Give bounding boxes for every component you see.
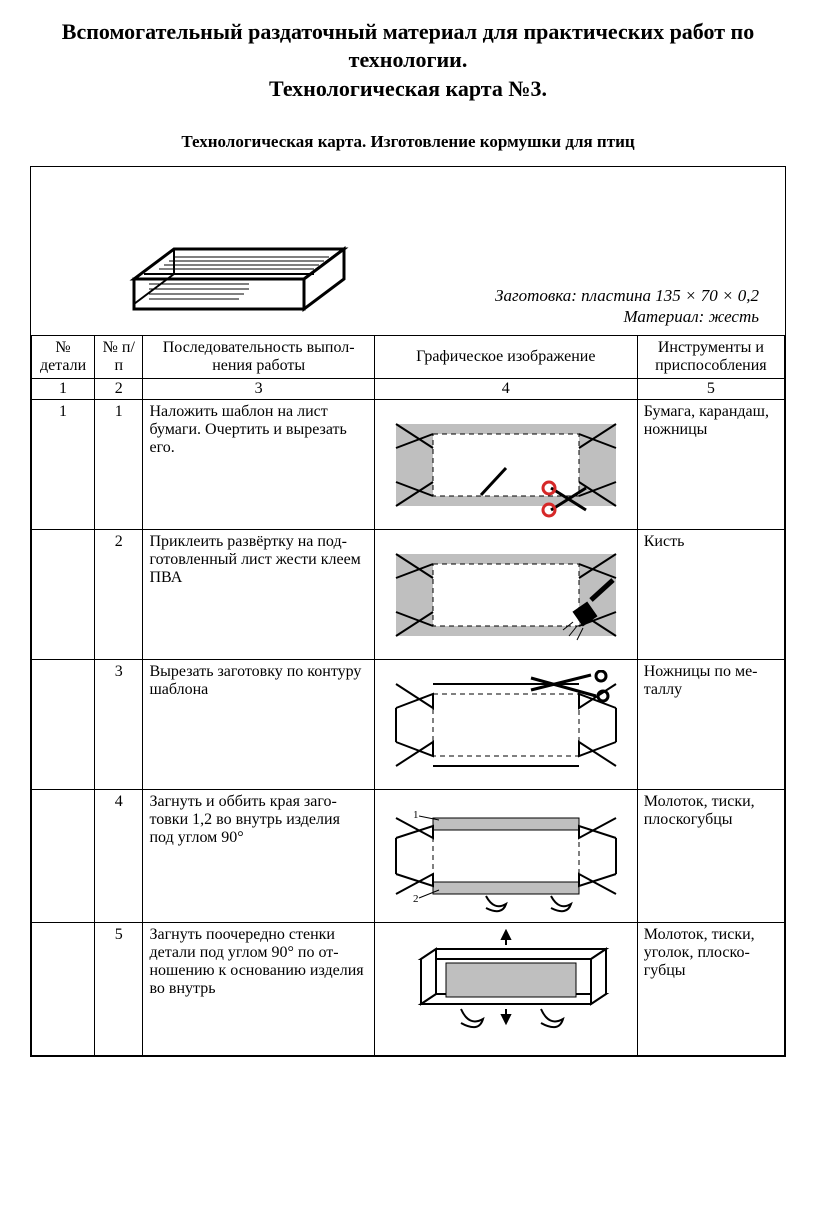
table-row: 4 Загнуть и оббить края заго­товки 1,2 в… bbox=[32, 790, 785, 923]
cell-tools: Ножницы по ме­таллу bbox=[637, 660, 784, 790]
cell-detail bbox=[32, 660, 95, 790]
blank-line2: Материал: жесть bbox=[495, 306, 759, 327]
tech-card: Заготовка: пластина 135 × 70 × 0,2 Матер… bbox=[30, 166, 786, 1057]
cell-step: 4 bbox=[95, 790, 143, 923]
table-row: 2 Приклеить развёртку на под­готовленный… bbox=[32, 530, 785, 660]
table-row: 1 1 Наложить шаблон на лист бумаги. Очер… bbox=[32, 400, 785, 530]
num-1: 1 bbox=[32, 379, 95, 400]
card-title: Технологическая карта. Изготовление корм… bbox=[30, 132, 786, 152]
cell-detail bbox=[32, 530, 95, 660]
cell-work: Наложить шаблон на лист бумаги. Очертить… bbox=[143, 400, 374, 530]
table-row: 3 Вырезать заготовку по кон­туру шаблона bbox=[32, 660, 785, 790]
page-title: Вспомогательный раздаточный материал для… bbox=[30, 18, 786, 73]
cell-graphic bbox=[374, 923, 637, 1056]
table-num-row: 1 2 3 4 5 bbox=[32, 379, 785, 400]
cell-graphic bbox=[374, 530, 637, 660]
table-header-row: № детали № п/п Последовательность выпол­… bbox=[32, 336, 785, 379]
cell-step: 3 bbox=[95, 660, 143, 790]
cell-step: 2 bbox=[95, 530, 143, 660]
cell-work: Загнуть поочередно стенки детали под угл… bbox=[143, 923, 374, 1056]
cell-step: 1 bbox=[95, 400, 143, 530]
step2-svg bbox=[391, 540, 621, 650]
th-graphic: Графическое изображение bbox=[374, 336, 637, 379]
cell-graphic: 1 2 bbox=[374, 790, 637, 923]
step4-svg: 1 2 bbox=[391, 796, 621, 916]
num-4: 4 bbox=[374, 379, 637, 400]
cell-tools: Молоток, тиски, плоскогубцы bbox=[637, 790, 784, 923]
cell-tools: Молоток, тиски, уголок, плоско­губцы bbox=[637, 923, 784, 1056]
svg-text:1: 1 bbox=[413, 809, 419, 821]
cell-tools: Кисть bbox=[637, 530, 784, 660]
svg-text:2: 2 bbox=[413, 893, 419, 905]
th-step: № п/п bbox=[95, 336, 143, 379]
page-subtitle: Технологическая карта №3. bbox=[30, 76, 786, 102]
cell-graphic bbox=[374, 660, 637, 790]
num-5: 5 bbox=[637, 379, 784, 400]
th-work: Последовательность выпол­нения работы bbox=[143, 336, 374, 379]
cell-work: Вырезать заготовку по кон­туру шаблона bbox=[143, 660, 374, 790]
step1-svg bbox=[391, 410, 621, 520]
box-sketch bbox=[114, 179, 364, 329]
step3-svg bbox=[391, 670, 621, 780]
cell-step: 5 bbox=[95, 923, 143, 1056]
blank-caption: Заготовка: пластина 135 × 70 × 0,2 Матер… bbox=[495, 285, 767, 330]
cell-detail bbox=[32, 790, 95, 923]
table-row: 5 Загнуть поочередно стенки детали под у… bbox=[32, 923, 785, 1056]
cell-work: Загнуть и оббить края заго­товки 1,2 во … bbox=[143, 790, 374, 923]
th-detail: № детали bbox=[32, 336, 95, 379]
th-tools: Инструменты и приспособления bbox=[637, 336, 784, 379]
cell-detail: 1 bbox=[32, 400, 95, 530]
blank-line1: Заготовка: пластина 135 × 70 × 0,2 bbox=[495, 285, 759, 306]
cell-detail bbox=[32, 923, 95, 1056]
cell-work: Приклеить развёртку на под­готовленный л… bbox=[143, 530, 374, 660]
step5-svg bbox=[391, 929, 621, 1049]
tech-table: № детали № п/п Последовательность выпол­… bbox=[31, 335, 785, 1056]
cell-tools: Бумага, каран­даш, ножницы bbox=[637, 400, 784, 530]
cell-graphic bbox=[374, 400, 637, 530]
num-3: 3 bbox=[143, 379, 374, 400]
num-2: 2 bbox=[95, 379, 143, 400]
